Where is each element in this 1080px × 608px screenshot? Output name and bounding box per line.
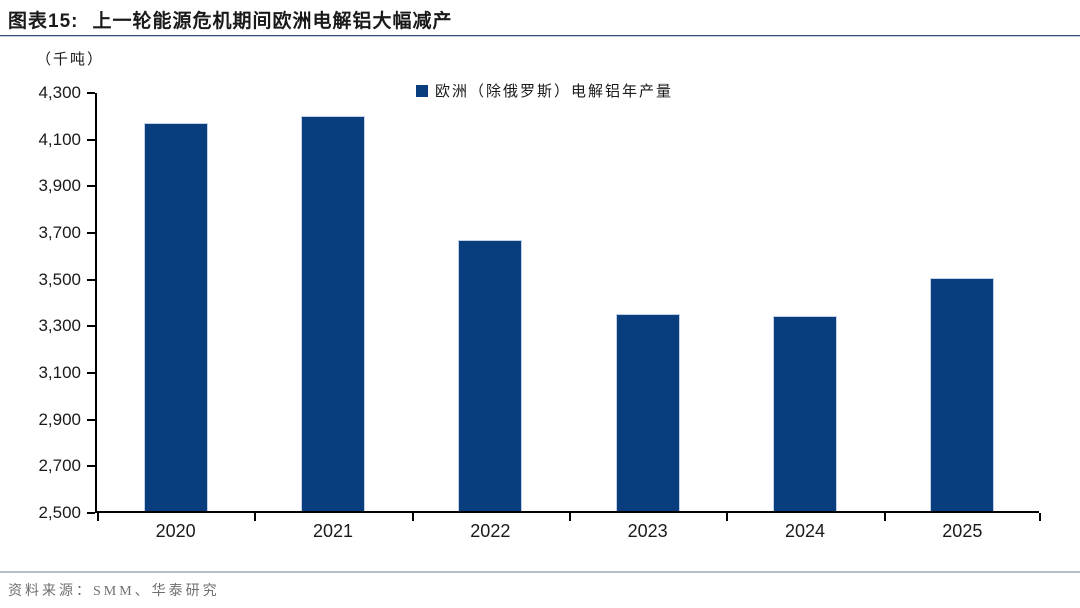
y-axis-tick-label: 2,500	[38, 503, 81, 522]
y-axis-tick-label: 2,700	[38, 456, 81, 476]
x-axis-tick	[411, 513, 414, 521]
title-rule	[0, 35, 1080, 37]
x-axis-label-2020: 2020	[155, 521, 196, 541]
y-axis-tick	[87, 512, 95, 514]
y-axis-tick	[87, 372, 95, 374]
x-axis-tick	[1039, 513, 1041, 521]
y-axis-tick-label: 2,900	[38, 409, 81, 429]
x-axis-label-2021: 2021	[312, 521, 354, 541]
chart-legend: 欧洲（除俄罗斯）电解铝年产量	[416, 80, 673, 101]
y-axis-tick	[87, 465, 95, 468]
y-axis-tick	[87, 92, 95, 94]
figure-label: 图表15:	[8, 11, 79, 32]
chart-title: 图表15: 上一轮能源危机期间欧洲电解铝大幅减产	[8, 6, 1072, 33]
bar-2023	[615, 313, 680, 511]
bar-2020	[143, 122, 208, 511]
x-axis-label-2022: 2022	[470, 521, 511, 541]
y-axis-tick-label: 3,900	[38, 176, 81, 196]
legend-swatch-icon	[416, 84, 428, 97]
y-axis-tick-label: 4,100	[38, 129, 81, 149]
y-axis-tick-label: 3,500	[38, 269, 81, 289]
x-axis-tick	[726, 513, 729, 521]
y-axis-tick	[87, 418, 95, 421]
y-axis-unit-label: （千吨）	[36, 52, 105, 68]
x-axis-label-2024: 2024	[784, 521, 826, 541]
x-axis-tick	[569, 513, 571, 521]
y-axis-tick-label: 3,300	[38, 316, 81, 336]
y-axis-tick-label: 4,300	[38, 83, 81, 102]
legend-label: 欧洲（除俄罗斯）电解铝年产量	[435, 84, 674, 100]
x-axis-label-2023: 2023	[627, 521, 668, 541]
source-note: 资料来源：SMM、华泰研究	[8, 584, 220, 599]
y-axis-tick	[87, 278, 95, 281]
y-axis-tick	[87, 138, 95, 141]
bar-2025	[930, 277, 995, 511]
x-axis-tick	[97, 513, 99, 521]
plot-area: 4,300 4,100 3,900 3,700 3,500 3,300 3,100 2,900…	[38, 83, 1041, 541]
x-axis-tick	[883, 513, 886, 521]
y-axis-tick-label: 3,100	[38, 363, 81, 382]
y-axis-tick	[87, 325, 95, 328]
y-axis-tick-label: 3,700	[38, 223, 81, 242]
y-axis-tick	[87, 185, 95, 188]
x-axis-tick	[254, 513, 257, 521]
bar-2024	[773, 316, 837, 511]
source-rule	[0, 571, 1080, 573]
bar-2021	[301, 115, 365, 511]
bar-2022	[458, 240, 523, 511]
figure-title-text: 上一轮能源危机期间欧洲电解铝大幅减产	[92, 11, 453, 32]
x-axis-label-2025: 2025	[942, 521, 983, 541]
y-axis-tick	[87, 232, 95, 234]
